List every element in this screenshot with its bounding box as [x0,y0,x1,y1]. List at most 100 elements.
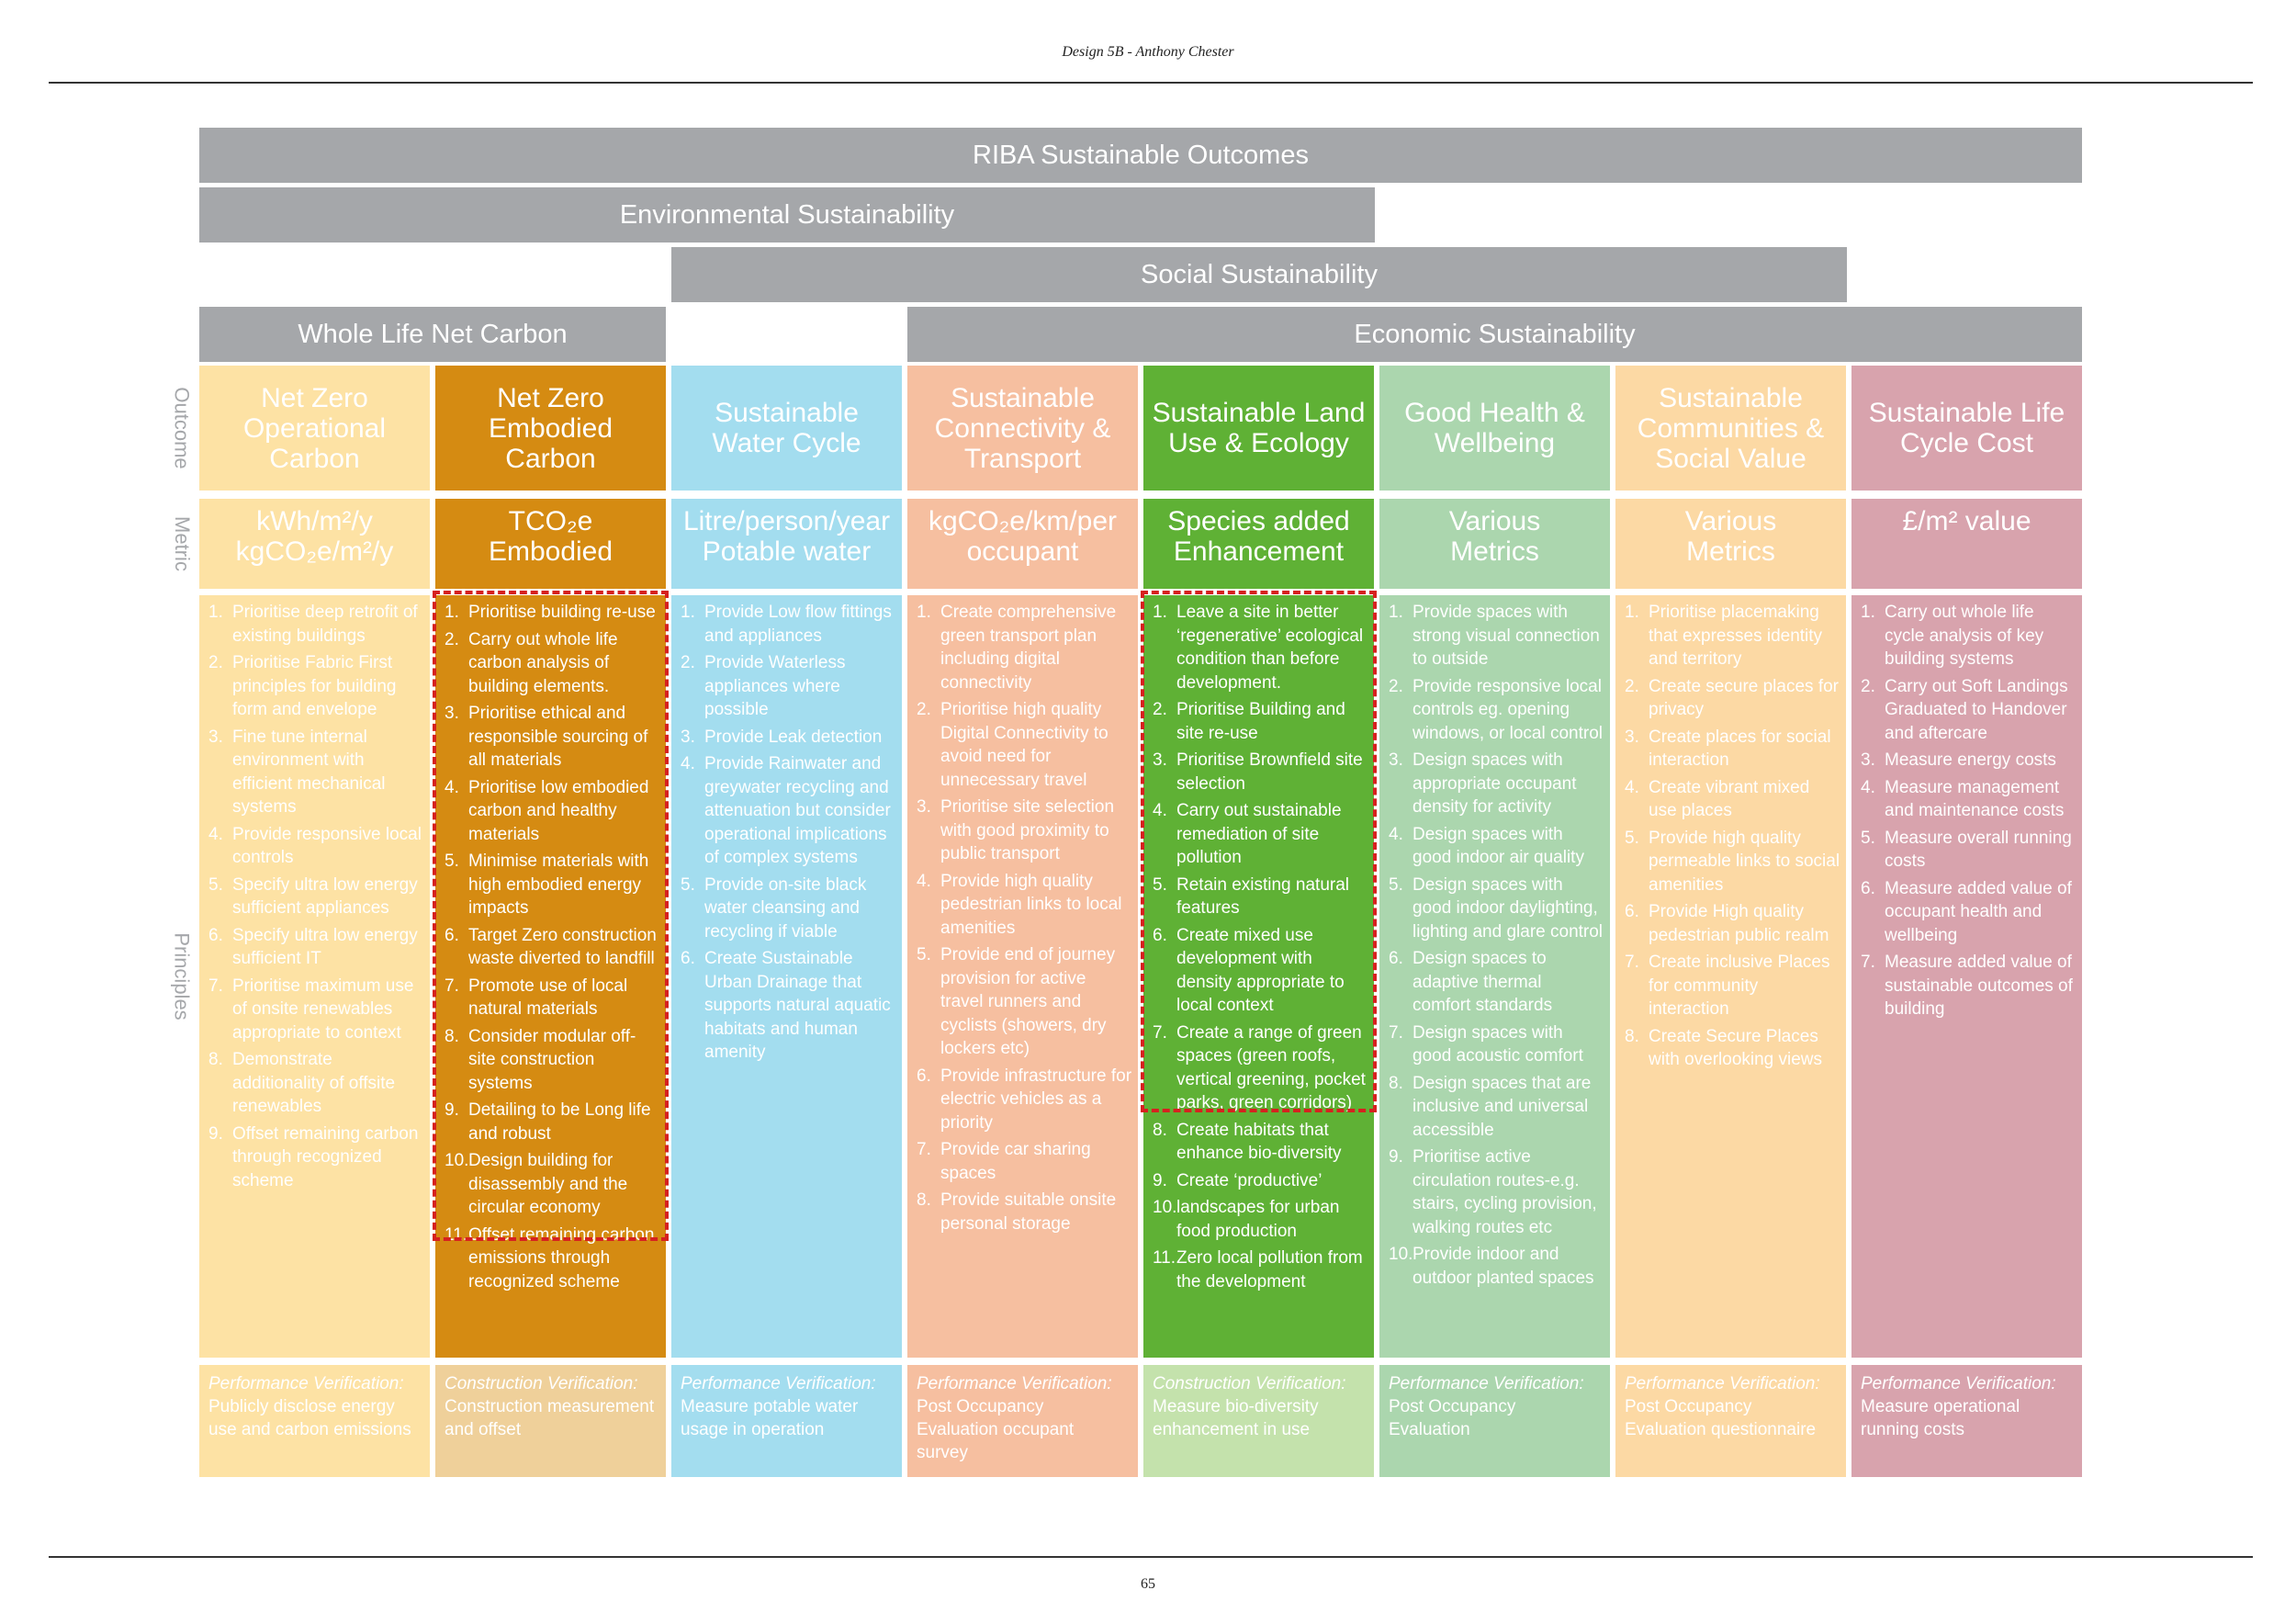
principle-text: Provide spaces with strong visual connec… [1412,603,1600,669]
principle-item: 9. Prioritise active circulation routes-e… [1389,1145,1604,1239]
principle-number: 7. [1153,1022,1167,1043]
principle-item: 3. Create places for social interaction [1625,726,1840,773]
principle-number: 8. [917,1190,931,1210]
principle-number: 8. [1625,1026,1639,1046]
metric-cell: £/m² value [1851,499,2082,589]
principle-item: 4. Carry out sustainable remediation of s… [1153,799,1368,870]
principle-text: landscapes for urban food production [1176,1198,1340,1241]
principle-text: Design spaces with appropriate occupant … [1412,750,1577,817]
metric-line: Litre/person/year [682,506,891,536]
principle-text: Provide responsive local controls [232,824,422,868]
principle-item: 9. Create ‘productive’ [1153,1169,1368,1193]
principle-number: 9. [1153,1170,1167,1190]
principle-text: Create comprehensive green transport pla… [940,603,1117,693]
principle-number: 1. [208,603,223,622]
principle-item: 9. Detailing to be Long life and robust [445,1099,660,1145]
verification-text: Measure potable water usage in operation [681,1397,859,1439]
principle-number: 8. [208,1050,223,1069]
principle-item: 5. Provide end of journey provision for a… [917,943,1132,1061]
principle-text: Specify ultra low energy sufficient IT [232,925,418,969]
verification-text: Publicly disclose energy use and carbon … [208,1397,411,1439]
principles-list: 1. Create comprehensive green transport p… [907,595,1138,1358]
principle-text: Prioritise Building and site re-use [1176,700,1345,743]
metric-line: Potable water [702,536,872,567]
principle-item: 6. Measure added value of occupant health… [1861,877,2077,948]
principle-item: 3. Design spaces with appropriate occupan… [1389,749,1604,819]
principle-text: Provide on-site black water cleansing an… [704,874,867,942]
metric-cell: Various Metrics [1615,499,1846,589]
principle-item: 11. Offset remaining carbon emissions thr… [445,1224,660,1294]
principle-item: 3. Prioritise site selection with good pr… [917,795,1132,866]
principle-number: 1. [681,603,695,622]
principle-item: 3. Prioritise Brownfield site selection [1153,749,1368,795]
footer-rule [49,1556,2253,1558]
principle-item: 5. Provide high quality permeable links t… [1625,827,1840,897]
outcome-side-label: Outcome [171,387,195,469]
principle-number: 10. [1153,1198,1177,1217]
metric-line: Various [1448,506,1541,536]
principle-item: 6. Specify ultra low energy sufficient IT [208,924,424,971]
verification-cell: Construction Verification: Construction m… [435,1365,666,1477]
principle-item: 6. Provide infrastructure for electric ve… [917,1065,1132,1135]
metric-cell: TCO₂e Embodied [435,499,666,589]
principle-text: Design spaces with good indoor daylighti… [1412,874,1604,942]
social-sustainability-bar: Social Sustainability [671,247,1847,302]
principle-text: Carry out whole life carbon analysis of … [468,629,618,696]
principle-number: 7. [1625,953,1639,972]
outcome-title: Good Health & Wellbeing [1379,366,1610,491]
principle-number: 10. [445,1151,469,1170]
principle-number: 10. [1389,1245,1413,1264]
verification-text: Measure operational running costs [1861,1397,2020,1439]
principle-text: Create habitats that enhance bio-diversi… [1176,1120,1342,1164]
principle-number: 1. [1861,603,1875,622]
principle-number: 6. [681,949,695,968]
outcome-title: Sustainable Communities & Social Value [1615,366,1846,491]
principle-item: 8. Create habitats that enhance bio-diver… [1153,1119,1368,1166]
principle-text: Provide indoor and outdoor planted space… [1412,1245,1594,1288]
principle-number: 6. [1389,949,1403,968]
principle-text: Measure added value of occupant health a… [1885,878,2072,945]
principle-text: Prioritise site selection with good prox… [940,797,1115,863]
principle-item: 1. Create comprehensive green transport p… [917,601,1132,694]
principle-text: Measure overall running costs [1885,828,2072,872]
principle-text: Design spaces with good indoor air quali… [1412,824,1584,868]
principle-number: 6. [1625,902,1639,921]
principle-item: 5. Minimise materials with high embodied … [445,850,660,920]
principle-item: 4. Design spaces with good indoor air qua… [1389,823,1604,870]
principle-number: 5. [445,851,459,871]
principle-text: Create mixed use development with densit… [1176,925,1345,1016]
principle-number: 1. [1389,603,1403,622]
principles-list: 1. Leave a site in better ‘regenerative’ … [1143,595,1374,1358]
principle-number: 3. [681,727,695,747]
principle-text: Design spaces that are inclusive and uni… [1412,1073,1592,1140]
principles-list: 1. Provide spaces with strong visual conn… [1379,595,1610,1358]
environmental-sustainability-bar: Environmental Sustainability [199,187,1375,242]
principle-number: 9. [445,1100,459,1120]
principle-text: Leave a site in better ‘regenerative’ ec… [1176,603,1364,693]
principle-item: 5. Specify ultra low energy sufficient ap… [208,874,424,920]
principle-item: 7. Create a range of green spaces (green … [1153,1021,1368,1115]
principle-text: Promote use of local natural materials [468,976,628,1020]
principle-text: Provide car sharing spaces [940,1140,1091,1183]
principle-item: 3. Fine tune internal environment with ef… [208,726,424,819]
metric-line: occupant [966,536,1079,567]
principle-number: 7. [1861,953,1875,972]
principle-text: Carry out Soft Landings Graduated to Han… [1885,676,2068,743]
principle-item: 7. Create inclusive Places for community … [1625,951,1840,1021]
whole-life-net-carbon-bar: Whole Life Net Carbon [199,307,666,362]
principle-item: 2. Carry out whole life carbon analysis o… [445,628,660,699]
principle-number: 3. [445,704,459,723]
principle-item: 5. Retain existing natural features [1153,874,1368,920]
metric-line: kgCO₂e/km/per [928,506,1118,536]
principle-text: Retain existing natural features [1176,874,1349,919]
riba-outcomes-bar: RIBA Sustainable Outcomes [199,128,2082,183]
principle-item: 7. Promote use of local natural materials [445,975,660,1021]
principle-text: Create vibrant mixed use places [1649,777,1810,821]
economic-sustainability-bar: Economic Sustainability [907,307,2082,362]
principle-number: 5. [1861,828,1875,848]
principle-text: Prioritise low embodied carbon and healt… [468,777,649,844]
principle-number: 5. [208,874,223,895]
verification-cell: Performance Verification: Post Occupancy … [1379,1365,1610,1477]
principle-item: 1. Provide Low flow fittings and applianc… [681,601,896,648]
principle-text: Create secure places for privacy [1649,676,1839,720]
